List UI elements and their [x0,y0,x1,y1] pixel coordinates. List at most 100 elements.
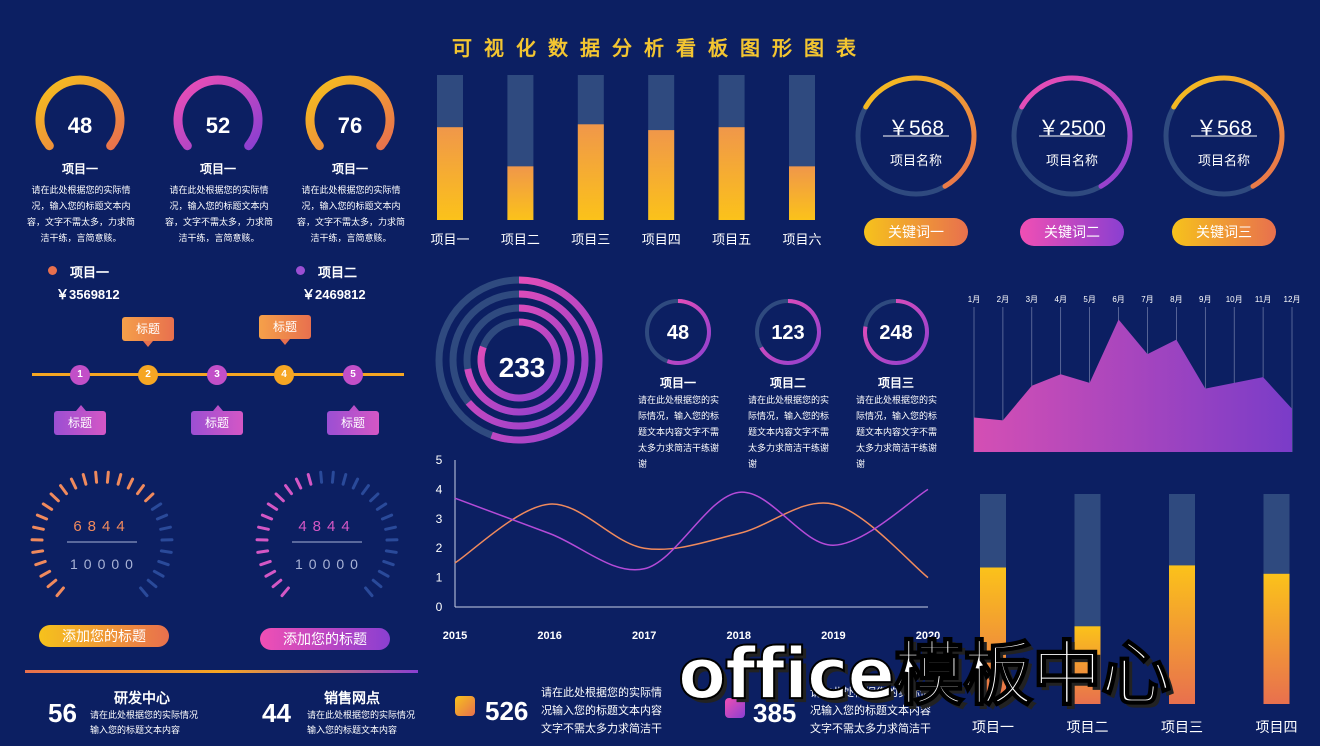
ring-gauge [305,75,395,151]
gauge-tick [41,502,54,511]
ring-arc [1019,75,1133,189]
bullet-icon [48,266,57,275]
bar-category-label: 项目六 [782,232,821,247]
gauge-tick [159,525,172,531]
stat-sales: 44 销售网点 请在此处根据您的实际情况输入您的标题文本内容 [262,686,452,746]
ring-label: 项目一 [199,162,236,176]
bar-category-label: 项目二 [501,232,540,247]
gauge-tick [31,549,45,554]
timeline-tag: 标题 [327,411,379,435]
x-tick-label: 2017 [632,630,656,642]
gauge-tick [146,578,158,589]
gauge-tick [59,484,68,496]
mid-ring-label: 项目三 [877,376,914,390]
gauge-bottom-value: 10000 [295,556,364,572]
money-value: ￥2500 [1038,117,1106,140]
ring-desc: 请在此处根据您的实际情况，输入您的标题文本内容，文字不需太多，力求简洁干练，言简… [297,185,406,243]
gauge-tick [126,477,135,490]
gauge-tick [152,569,165,578]
timeline-tag: 标题 [122,317,174,341]
ring-desc: 请在此处根据您的实际情况，输入您的标题文本内容，文字不需太多，力求简洁干练，言简… [165,185,274,243]
bar [1169,565,1195,704]
bar-chart-bottom: 项目一 项目二 项目三 项目四 [972,494,1298,735]
gauge-tick [271,578,283,589]
bar-category-label: 项目一 [972,719,1014,735]
gauge-tick [319,470,324,484]
area-month-label: 2月 [997,295,1009,304]
gauge-tick [375,502,388,511]
gauge-tick [260,513,274,521]
gauge-tick [294,477,303,490]
stat-number: 44 [262,698,291,728]
keyword-pill[interactable]: 关键词一 [864,218,968,246]
keyword-pill[interactable]: 关键词二 [1020,218,1124,246]
ring-label: 项目一 [331,162,368,176]
concentric-value: 233 [498,352,546,383]
x-tick-label: 2015 [443,630,467,642]
money-label: 项目名称 [1197,153,1250,168]
gauge-tick [69,477,78,490]
watermark: office模板中心 [677,632,1172,716]
money-label: 项目二 [318,265,358,280]
gauge-tick [155,513,169,521]
bar [507,166,534,220]
area-month-label: 9月 [1199,295,1211,304]
mid-ring-desc: 请在此处根据您的实际情况，输入您的标题文本内容文字不需太多力求简洁干练谢谢 [748,395,830,469]
bar [718,127,745,220]
ring-desc: 请在此处根据您的实际情况，输入您的标题文本内容，文字不需太多，力求简洁干练，言简… [27,185,136,243]
gauge-tick [139,586,149,598]
gauge-tick [81,473,88,486]
gauge-tick [257,525,270,531]
ring-arc [1171,75,1285,189]
bar-category-label: 项目四 [642,232,681,247]
stat-desc: 请在此处根据您的实际情况输入您的标题文本内容 [90,710,199,735]
y-tick-label: 5 [436,453,443,467]
area-month-label: 12月 [1284,295,1300,304]
gauge-tick [150,502,163,511]
keyword-pill[interactable]: 关键词三 [1172,218,1276,246]
conc-arc [464,304,575,416]
money-label: 项目名称 [1045,153,1098,168]
add-title-button[interactable]: 添加您的标题 [39,625,169,647]
bar-category-label: 项目二 [1067,719,1109,735]
add-title-button[interactable]: 添加您的标题 [260,628,390,650]
gauges [30,470,399,598]
y-tick-label: 4 [436,482,443,496]
stat-number: 56 [48,698,77,728]
gauge-tick [159,549,173,554]
gauge-tick [274,492,285,503]
ring-arc [863,75,977,189]
conc-arc [465,290,589,430]
ring-value: 76 [337,113,363,138]
y-tick-label: 1 [436,571,443,585]
money-list: 项目一 ￥3569812 项目二 ￥2469812 [48,262,428,302]
tag-pointer-icon [213,405,223,411]
bullet-icon [296,266,305,275]
bar-category-label: 项目一 [430,232,469,247]
gauge-bottom-value: 10000 [70,556,139,572]
tag-pointer-icon [76,405,86,411]
gauge-tick [266,502,279,511]
money-value: ￥568 [1195,117,1253,140]
divider [25,670,418,673]
area-month-label: 4月 [1055,295,1067,304]
mid-ring-label: 项目二 [769,376,806,390]
gauge-tick [55,586,65,598]
money-ring [1011,75,1133,197]
gauge-tick [382,559,395,567]
gauge-tick [32,525,45,531]
stat-title: 销售网点 [324,690,380,706]
timeline-step: 5 [343,365,363,385]
stat-rnd: 56 研发中心 请在此处根据您的实际情况输入您的标题文本内容 [48,686,238,746]
bar [437,127,463,220]
ring-gauge [35,75,125,151]
money-value: ￥2469812 [302,287,366,302]
gauge-tick [371,578,383,589]
gauge-tick [144,492,155,503]
stat-desc: 请在此处根据您的实际情况输入您的标题文本内容 [307,710,416,735]
legend-desc: 请在此处根据您的实际情况输入您的标题文本内容文字不需太多力求简洁干 [810,687,931,735]
gauge-tick [34,559,47,567]
legend-desc: 请在此处根据您的实际情况输入您的标题文本内容文字不需太多力求简洁干 [541,687,662,735]
x-tick-label: 2020 [916,630,940,642]
mid-ring-value: 123 [771,322,805,344]
